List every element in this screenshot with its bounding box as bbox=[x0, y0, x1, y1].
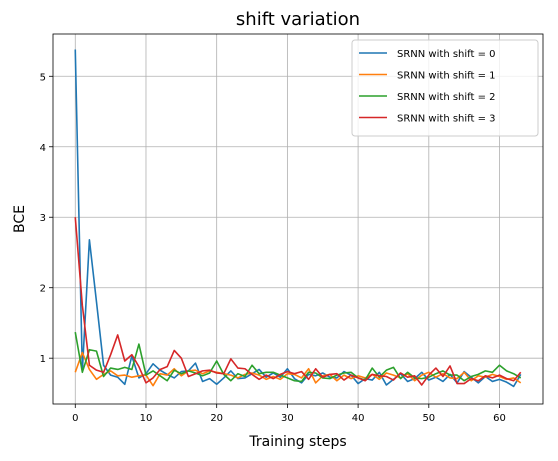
y-axis-label: BCE bbox=[12, 205, 28, 233]
y-tick-label: 3 bbox=[40, 213, 46, 224]
x-axis-label: Training steps bbox=[248, 434, 346, 450]
legend: SRNN with shift = 0 SRNN with shift = 1 SR… bbox=[351, 39, 539, 137]
y-axis: 1 2 3 4 5 bbox=[40, 72, 53, 365]
chart-title: shift variation bbox=[236, 9, 360, 30]
y-tick-label: 4 bbox=[40, 143, 46, 154]
series-layer bbox=[74, 49, 522, 388]
x-tick-label: 20 bbox=[210, 413, 223, 424]
legend-label: SRNN with shift = 1 bbox=[397, 71, 496, 82]
x-tick-label: 60 bbox=[493, 413, 506, 424]
x-tick-label: 30 bbox=[281, 413, 294, 424]
series-line-shift-3 bbox=[74, 217, 522, 386]
legend-label: SRNN with shift = 3 bbox=[397, 114, 496, 125]
y-tick-label: 2 bbox=[40, 284, 46, 295]
y-tick-label: 5 bbox=[40, 72, 46, 83]
series-line-shift-2 bbox=[74, 331, 522, 383]
x-tick-label: 0 bbox=[72, 413, 78, 424]
x-axis: 0 10 20 30 40 50 60 bbox=[72, 404, 506, 424]
legend-label: SRNN with shift = 2 bbox=[397, 92, 496, 103]
plot-frame bbox=[52, 33, 544, 405]
y-tick-label: 1 bbox=[40, 354, 46, 365]
x-tick-label: 10 bbox=[140, 413, 153, 424]
x-tick-label: 40 bbox=[352, 413, 365, 424]
legend-label: SRNN with shift = 0 bbox=[397, 49, 496, 60]
legend-box bbox=[351, 39, 539, 137]
x-tick-label: 50 bbox=[422, 413, 435, 424]
